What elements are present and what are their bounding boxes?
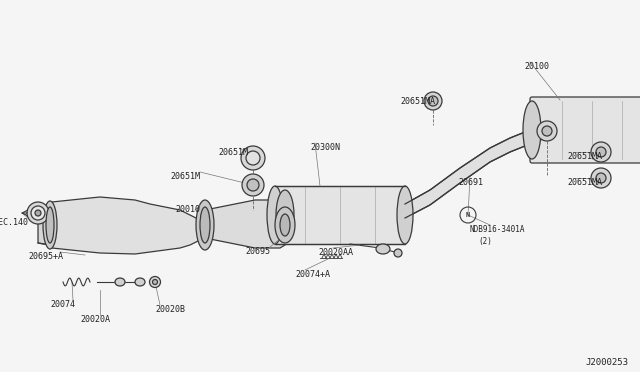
Ellipse shape: [596, 147, 606, 157]
Ellipse shape: [542, 126, 552, 136]
Text: 20074+A: 20074+A: [295, 270, 330, 279]
Text: 20695: 20695: [245, 247, 270, 256]
Ellipse shape: [242, 174, 264, 196]
Polygon shape: [38, 205, 50, 245]
Text: 20020B: 20020B: [155, 305, 185, 314]
Ellipse shape: [115, 278, 125, 286]
Ellipse shape: [246, 151, 260, 165]
Bar: [275, 186, 405, 244]
Ellipse shape: [376, 244, 390, 254]
Ellipse shape: [267, 186, 283, 244]
Ellipse shape: [523, 101, 541, 159]
Text: 20651MA: 20651MA: [400, 97, 435, 106]
Text: J2000253: J2000253: [585, 358, 628, 367]
Ellipse shape: [43, 201, 57, 249]
Text: 20695+A: 20695+A: [28, 252, 63, 261]
FancyBboxPatch shape: [530, 97, 640, 163]
Text: 20074: 20074: [50, 300, 75, 309]
Text: 20010: 20010: [175, 205, 200, 214]
Polygon shape: [205, 200, 285, 248]
Ellipse shape: [200, 207, 210, 243]
Text: 20020A: 20020A: [80, 315, 110, 324]
Text: SEC.140: SEC.140: [0, 218, 28, 227]
Ellipse shape: [275, 207, 295, 243]
Ellipse shape: [591, 168, 611, 188]
Ellipse shape: [31, 206, 45, 220]
Text: 20651M: 20651M: [170, 172, 200, 181]
Ellipse shape: [241, 146, 265, 170]
Text: 20651M: 20651M: [218, 148, 248, 157]
Ellipse shape: [537, 121, 557, 141]
Ellipse shape: [27, 202, 49, 224]
Ellipse shape: [135, 278, 145, 286]
Ellipse shape: [596, 173, 606, 183]
Ellipse shape: [35, 210, 41, 216]
Ellipse shape: [428, 96, 438, 106]
Text: 20651MA: 20651MA: [567, 178, 602, 187]
Text: NDB916-3401A: NDB916-3401A: [470, 225, 525, 234]
Ellipse shape: [152, 279, 157, 285]
Polygon shape: [405, 125, 548, 218]
Text: 20300N: 20300N: [310, 143, 340, 152]
Ellipse shape: [397, 186, 413, 244]
Text: (2): (2): [478, 237, 492, 246]
Ellipse shape: [276, 190, 294, 240]
Text: 20691: 20691: [458, 178, 483, 187]
Text: 20651MA: 20651MA: [567, 152, 602, 161]
Ellipse shape: [46, 207, 54, 243]
Ellipse shape: [150, 276, 161, 288]
Text: 20100: 20100: [524, 62, 549, 71]
Ellipse shape: [424, 92, 442, 110]
Ellipse shape: [394, 249, 402, 257]
Text: N: N: [466, 212, 470, 218]
Ellipse shape: [196, 200, 214, 250]
Ellipse shape: [591, 142, 611, 162]
Ellipse shape: [247, 179, 259, 191]
Text: 20020AA: 20020AA: [318, 248, 353, 257]
Polygon shape: [48, 197, 205, 254]
Ellipse shape: [280, 214, 290, 236]
